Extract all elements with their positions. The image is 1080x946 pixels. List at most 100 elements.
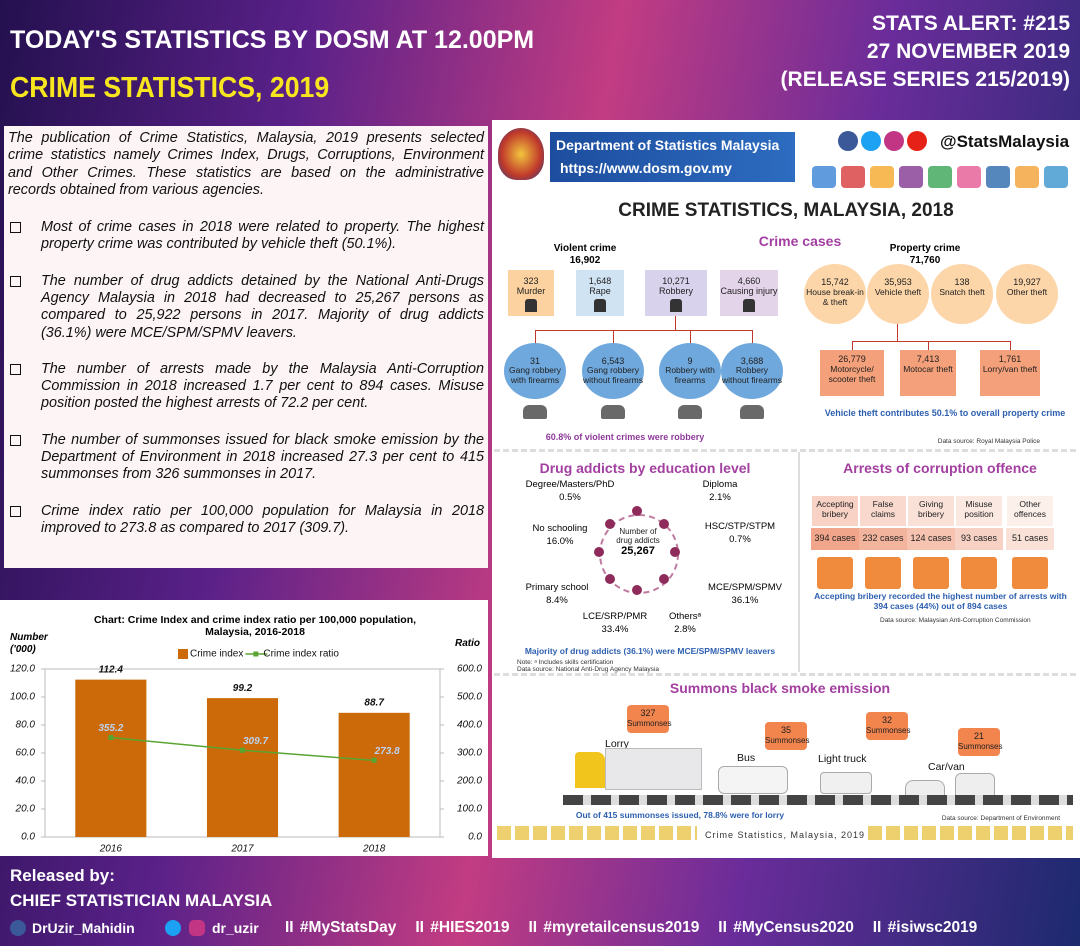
hashtags: II #MyStatsDay II #HIES2019 II #myretail… [285,919,977,937]
robbery-label: Robbery without firearms [722,365,782,385]
y-tick-label: 100.0 [10,692,35,703]
bullet: The number of drug addicts detained by t… [8,273,484,342]
connector [852,341,1010,342]
icon [743,299,755,312]
intro: The publication of Crime Statistics, Mal… [8,130,484,198]
education-label: No schooling [532,523,588,534]
bar [206,698,279,837]
note: Out of 415 summonses issued, 78.8% were … [575,810,785,820]
source: Data source: Royal Malaysia Police [937,438,1040,445]
infographic: Department of Statistics Malaysia https:/… [492,120,1080,858]
y2-tick-label: 200.0 [456,776,482,787]
y-tick-label: 0.0 [21,832,35,843]
crime-label: Murder [516,286,546,296]
ring-dot [632,585,642,595]
property-circle [931,264,993,324]
summons-value: 21 [973,731,984,741]
crime-label: Causing injury [720,286,778,296]
label-box [860,496,906,526]
property-circle [804,264,866,324]
offence-value: 93 cases [960,533,998,543]
source: Data source: National Anti-Drug Agency M… [517,666,659,673]
connector [1010,341,1011,350]
robbery-circle [659,343,721,399]
speech-bubble [958,728,1000,756]
bullet: The number of arrests made by the Malays… [8,361,484,413]
y2-tick-label: 400.0 [457,720,482,731]
icon [1012,557,1048,589]
value-label: 355.2 [98,723,123,734]
vehicle-box [900,350,956,396]
org-url: https://www.dosm.gov.my [560,160,732,176]
handle: @StatsMalaysia [940,132,1070,151]
property-label: House break-in & theft [806,287,864,307]
property-value: 35,953 [884,277,912,287]
note: Vehicle theft contributes 50.1% to overa… [824,408,1066,418]
value-label: 309.7 [243,736,268,747]
group-total: 16,902 [569,255,601,266]
vehicle-value: 7,413 [916,354,940,364]
y-tick-label: 80.0 [16,720,36,731]
speech-bubble [765,722,807,750]
road [563,795,1073,805]
partner-logo [812,166,836,188]
robbery-value: 6,543 [601,356,625,366]
offence-label: False claims [870,499,896,519]
bullet: The number of summonses issued for black… [8,432,484,484]
ring-dot [632,506,642,516]
hashtag: II #MyStatsDay [285,919,397,936]
offence-value: 394 cases [814,533,856,543]
speech-bubble [627,705,669,733]
y-tick-label: 40.0 [16,776,36,787]
note: 60.8% of violent crimes were robbery [545,432,705,442]
education-value: 2.8% [674,624,696,635]
crime-value: 4,660 [737,276,761,286]
speech-bubble [866,712,908,740]
education-value: 0.7% [729,534,751,545]
center-value: 25,267 [621,545,655,557]
connector [690,330,691,344]
icon [525,299,537,312]
value-box [859,528,907,550]
value-box [811,528,859,550]
bullet: Most of crime cases in 2018 were related… [8,219,484,254]
connector [535,330,536,344]
summons-value: 32 [881,715,892,725]
x-tick-label: 2018 [362,844,386,855]
summons-unit: Summonses [765,736,810,745]
y-tick-label: 20.0 [15,804,36,815]
education-value: 2.1% [709,492,731,503]
education-label: HSC/STP/STPM [704,521,776,532]
offence-value: 232 cases [862,533,904,543]
y2-axis-label: Ratio [455,638,480,649]
icon [961,557,997,589]
vehicle-label: Car/van [928,761,965,773]
robbery-label: Robbery with firearms [665,365,715,385]
education-value: 16.0% [546,536,574,547]
education-value: 33.4% [601,624,629,635]
vehicle-box [980,350,1040,396]
bus [718,766,788,794]
value-label: 99.2 [233,683,253,694]
partner-logo [841,166,865,188]
chart-title: Chart: Crime Index and crime index ratio… [93,614,417,639]
facebook-icon [10,920,26,936]
van [955,773,995,797]
decoration [497,826,697,840]
summons-unit: Summonses [958,742,1003,751]
chart: 0.0 20.0 40.0 60.0 80.0 100.0 120.0 0.0 100.0 200… [10,649,482,855]
legend-label: Crime index ratio [263,649,339,660]
vehicle-label: Motocar theft [903,364,953,374]
alert-line: STATS ALERT: #215 [872,12,1070,35]
label-box [1007,496,1053,526]
social-icon [838,131,858,151]
divider [798,452,800,672]
alert-line: (RELEASE SERIES 215/2019) [780,68,1070,91]
offence-value: 124 cases [910,533,952,543]
crime-label: Rape [589,286,611,296]
y2-tick-label: 0.0 [468,832,482,843]
lorry-cab [575,752,605,788]
released-name: CHIEF STATISTICIAN MALAYSIA [10,891,273,910]
ring-dot [594,547,604,557]
vehicle-label: Lorry/van theft [982,364,1038,374]
